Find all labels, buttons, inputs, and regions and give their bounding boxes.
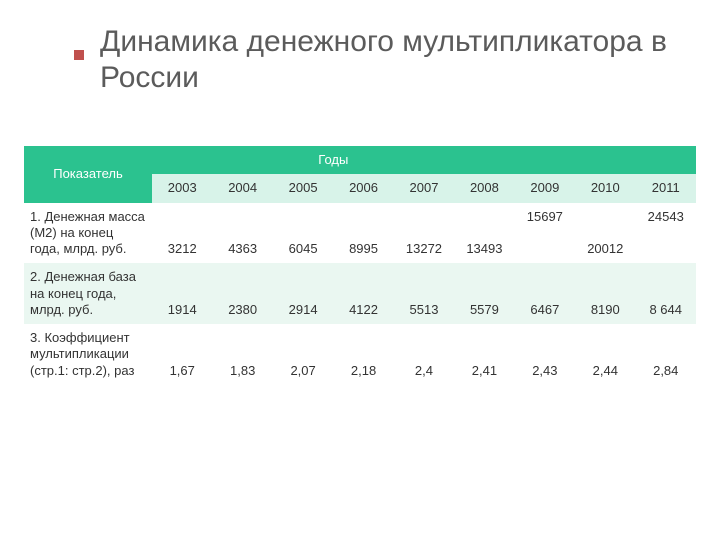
row-0-v2: 6045 (273, 203, 333, 264)
row-2-v5: 2,41 (454, 324, 514, 385)
header-empty-1 (515, 146, 575, 174)
row-0-label: 1. Денежная масса (М2) на конец года, мл… (24, 203, 152, 264)
row-2-v4: 2,4 (394, 324, 454, 385)
year-2: 2005 (273, 174, 333, 202)
row-2-v7: 2,44 (575, 324, 635, 385)
table-row: 2. Денежная база на конец года, млрд. ру… (24, 263, 696, 324)
row-1-v7: 8190 (575, 263, 635, 324)
data-table-container: Показатель Годы 2003 2004 2005 2006 2007… (24, 146, 696, 385)
table-row: 3. Коэффициент мультипликации (стр.1: ст… (24, 324, 696, 385)
row-1-v2: 2914 (273, 263, 333, 324)
row-1-v1: 2380 (212, 263, 272, 324)
row-2-v8: 2,84 (636, 324, 697, 385)
year-8: 2011 (636, 174, 697, 202)
row-0-v4: 13272 (394, 203, 454, 264)
year-1: 2004 (212, 174, 272, 202)
row-2-v2: 2,07 (273, 324, 333, 385)
row-0-v0: 3212 (152, 203, 212, 264)
row-1-v6: 6467 (515, 263, 575, 324)
slide-title: Динамика денежного мультипликатора в Рос… (100, 24, 680, 96)
row-0-v5: 13493 (454, 203, 514, 264)
row-1-v5: 5579 (454, 263, 514, 324)
header-row-1: Показатель Годы (24, 146, 696, 174)
row-0-v3: 8995 (333, 203, 393, 264)
row-2-v0: 1,67 (152, 324, 212, 385)
row-0-v1: 4363 (212, 203, 272, 264)
table-row: 1. Денежная масса (М2) на конец года, мл… (24, 203, 696, 264)
row-0-v7: 20012 (575, 203, 635, 264)
data-table: Показатель Годы 2003 2004 2005 2006 2007… (24, 146, 696, 385)
year-6: 2009 (515, 174, 575, 202)
row-2-v3: 2,18 (333, 324, 393, 385)
header-empty-2 (575, 146, 635, 174)
row-2-label: 3. Коэффициент мультипликации (стр.1: ст… (24, 324, 152, 385)
header-years: Годы (152, 146, 515, 174)
year-7: 2010 (575, 174, 635, 202)
row-2-v1: 1,83 (212, 324, 272, 385)
row-0-v8: 24543 (636, 203, 697, 264)
row-0-v6: 15697 (515, 203, 575, 264)
row-1-v0: 1914 (152, 263, 212, 324)
header-empty-3 (636, 146, 697, 174)
title-bullet (74, 50, 84, 60)
year-5: 2008 (454, 174, 514, 202)
row-1-v4: 5513 (394, 263, 454, 324)
row-1-v3: 4122 (333, 263, 393, 324)
row-2-v6: 2,43 (515, 324, 575, 385)
year-4: 2007 (394, 174, 454, 202)
year-3: 2006 (333, 174, 393, 202)
year-0: 2003 (152, 174, 212, 202)
row-1-label: 2. Денежная база на конец года, млрд. ру… (24, 263, 152, 324)
row-1-v8: 8 644 (636, 263, 697, 324)
header-indicator: Показатель (24, 146, 152, 203)
